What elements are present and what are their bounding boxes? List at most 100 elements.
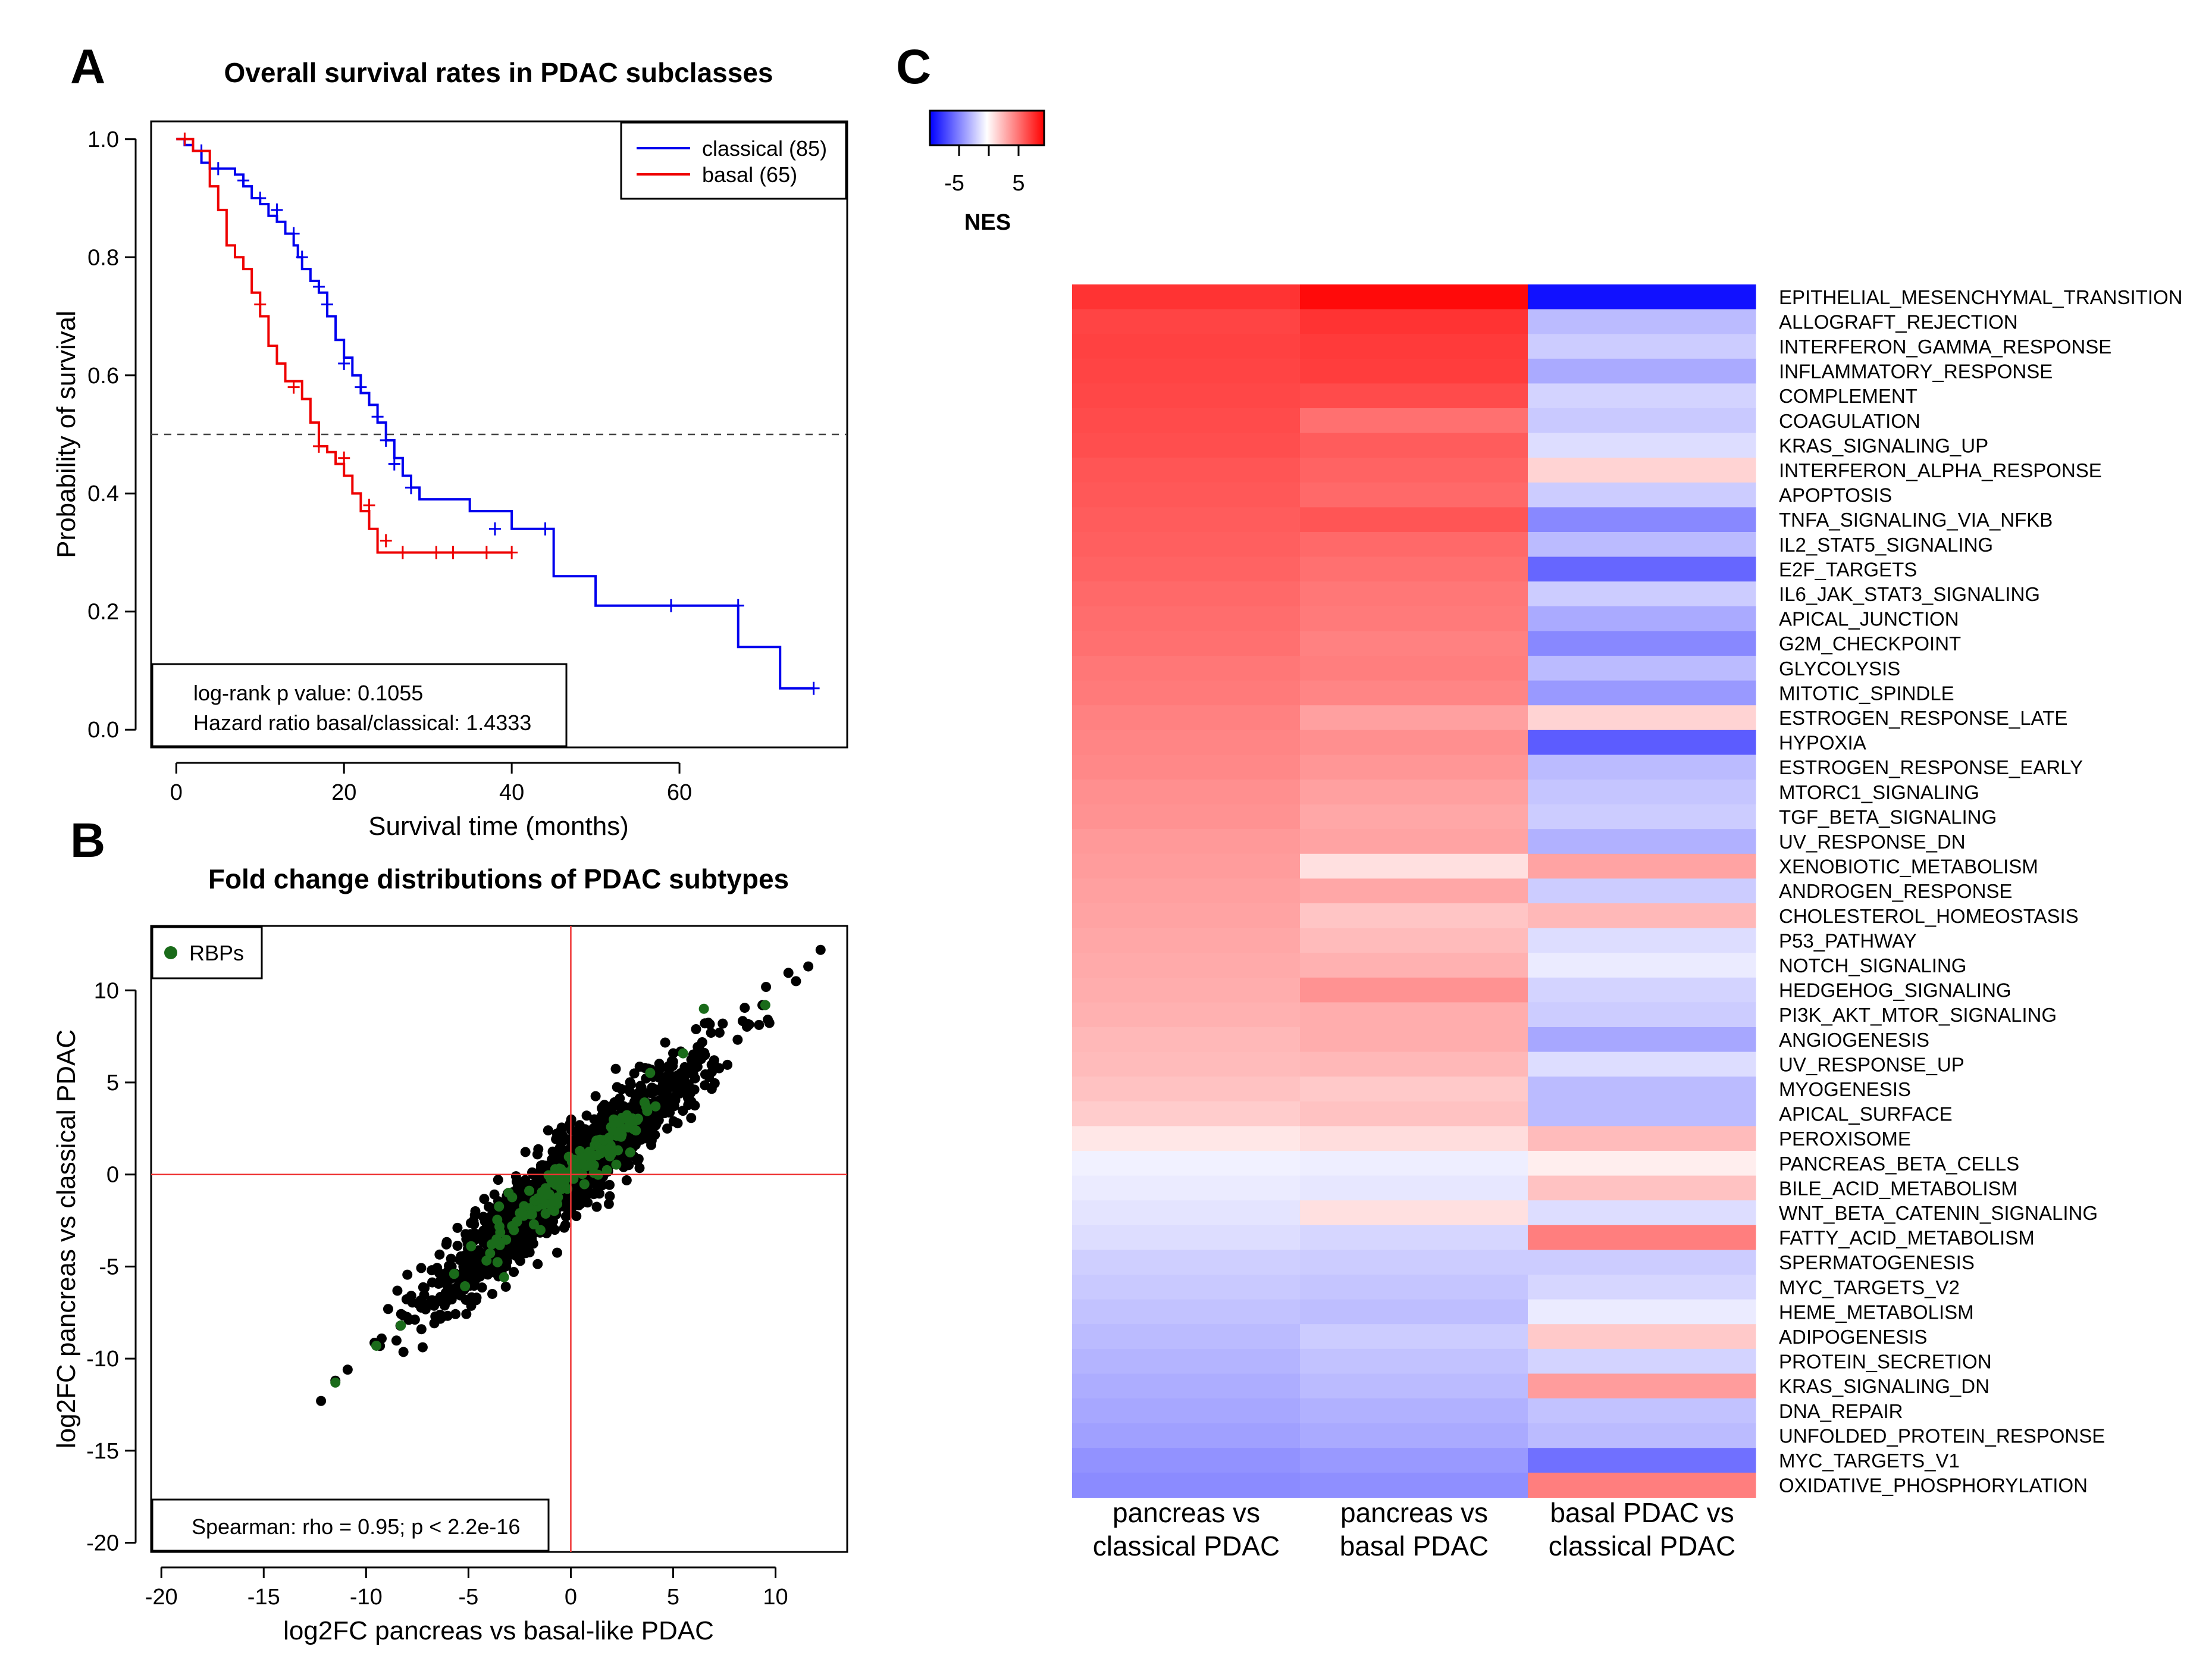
gene-point [666, 1056, 677, 1066]
gene-point [686, 1096, 697, 1107]
heatmap-cell [1300, 853, 1528, 879]
gene-point [376, 1333, 387, 1344]
gene-point [479, 1194, 490, 1204]
censor-mark [296, 251, 308, 264]
rbp-point [601, 1165, 612, 1175]
panel-b-x-label: log2FC pancreas vs basal-like PDAC [283, 1616, 714, 1645]
heatmap-cell [1300, 1151, 1528, 1176]
row-label: ESTROGEN_RESPONSE_EARLY [1779, 756, 2083, 778]
gene-point [433, 1278, 444, 1289]
heatmap-cell [1528, 358, 1756, 384]
rbp-point [492, 1257, 503, 1267]
rbp-point [371, 1340, 382, 1351]
heatmap-cell [1072, 829, 1301, 855]
gene-point [473, 1245, 484, 1256]
heatmap-cell [1072, 1299, 1301, 1325]
censor-mark [447, 546, 459, 559]
heatmap-cell [1300, 458, 1528, 483]
heatmap-cell [1528, 656, 1756, 681]
censor-mark [321, 298, 334, 311]
heatmap-cell [1300, 383, 1528, 409]
censor-mark [480, 546, 493, 559]
heatmap-cell [1300, 507, 1528, 533]
gene-point [700, 1080, 710, 1091]
heatmap-cell [1528, 433, 1756, 458]
gene-point [691, 1024, 701, 1035]
censor-mark [287, 380, 300, 394]
rbp-point [645, 1068, 656, 1078]
heatmap-cell [1528, 804, 1756, 830]
gene-point [482, 1269, 493, 1280]
censor-mark [287, 227, 300, 240]
gene-point [629, 1068, 640, 1079]
panel-b-stats: Spearman: rho = 0.95; p < 2.2e-16 [151, 1498, 550, 1552]
heatmap-cell [1528, 408, 1756, 434]
gene-point [504, 1210, 515, 1220]
rbp-point [528, 1219, 539, 1230]
censor-mark [405, 481, 417, 495]
heatmap-cell [1528, 1126, 1756, 1151]
heatmap-cell [1300, 1275, 1528, 1300]
legend-classical-label: classical (85) [702, 136, 827, 161]
rbp-point [494, 1201, 505, 1212]
rbp-point [557, 1175, 568, 1185]
rbp-point [596, 1148, 606, 1159]
censor-mark [430, 546, 443, 559]
gene-point [686, 1113, 697, 1123]
y-tick-label: 1.0 [87, 127, 119, 152]
gene-point [591, 1114, 601, 1125]
rbp-point [604, 1132, 615, 1143]
gene-point [455, 1290, 466, 1301]
gene-point [686, 1054, 697, 1065]
row-label: INTERFERON_GAMMA_RESPONSE [1779, 336, 2111, 358]
row-label: SPERMATOGENESIS [1779, 1251, 1975, 1273]
heatmap-cell [1072, 1051, 1301, 1077]
gene-point [510, 1171, 521, 1182]
heatmap-cell [1072, 903, 1301, 929]
censor-mark [338, 451, 350, 465]
hazard-ratio-text: Hazard ratio basal/classical: 1.4333 [193, 711, 531, 735]
gene-point [590, 1091, 601, 1101]
gene-point [610, 1063, 621, 1074]
gene-point [754, 1019, 765, 1030]
rbp-point [760, 1000, 770, 1010]
gene-point [452, 1240, 463, 1251]
censor-mark [388, 457, 400, 471]
x-tick-label: 0 [565, 1585, 577, 1610]
y-tick-label: 0.0 [87, 718, 119, 743]
row-label: INTERFERON_ALPHA_RESPONSE [1779, 459, 2102, 481]
heatmap-cell [1300, 1373, 1528, 1399]
panel-b-x-axis: -20 -15 -10 -5 0 5 10 [145, 1566, 788, 1610]
heatmap-cell [1072, 853, 1301, 879]
rbp-point [544, 1189, 554, 1200]
heatmap-cell [1300, 953, 1528, 978]
panel-a-letter: A [70, 40, 105, 94]
gene-point [576, 1134, 587, 1144]
x-tick-label: 20 [331, 780, 356, 805]
gene-point [783, 968, 794, 978]
heatmap-cell [1528, 1225, 1756, 1250]
gene-point [316, 1395, 327, 1406]
gene-point [434, 1249, 445, 1260]
y-tick-label: -10 [86, 1347, 119, 1372]
rbp-point [631, 1125, 641, 1136]
rbp-point [449, 1269, 459, 1279]
heatmap-cell [1528, 1472, 1756, 1498]
gene-point [469, 1210, 480, 1220]
heatmap-cell [1528, 977, 1756, 1003]
heatmap-cell [1072, 358, 1301, 384]
heatmap-cell [1300, 1250, 1528, 1275]
gene-point [532, 1149, 543, 1160]
panel-b-legend: RBPs [151, 926, 263, 979]
row-label: E2F_TARGETS [1779, 558, 1917, 580]
colorbar-tick-label-pos: 5 [1012, 171, 1024, 196]
rbp-point [571, 1168, 581, 1178]
rbp-point [550, 1196, 560, 1207]
censor-mark [363, 499, 375, 512]
rbp-point [678, 1048, 688, 1059]
censor-mark [506, 546, 518, 559]
x-tick-label: 10 [763, 1585, 788, 1610]
gene-point [439, 1300, 450, 1311]
panel-b-letter: B [70, 813, 105, 868]
